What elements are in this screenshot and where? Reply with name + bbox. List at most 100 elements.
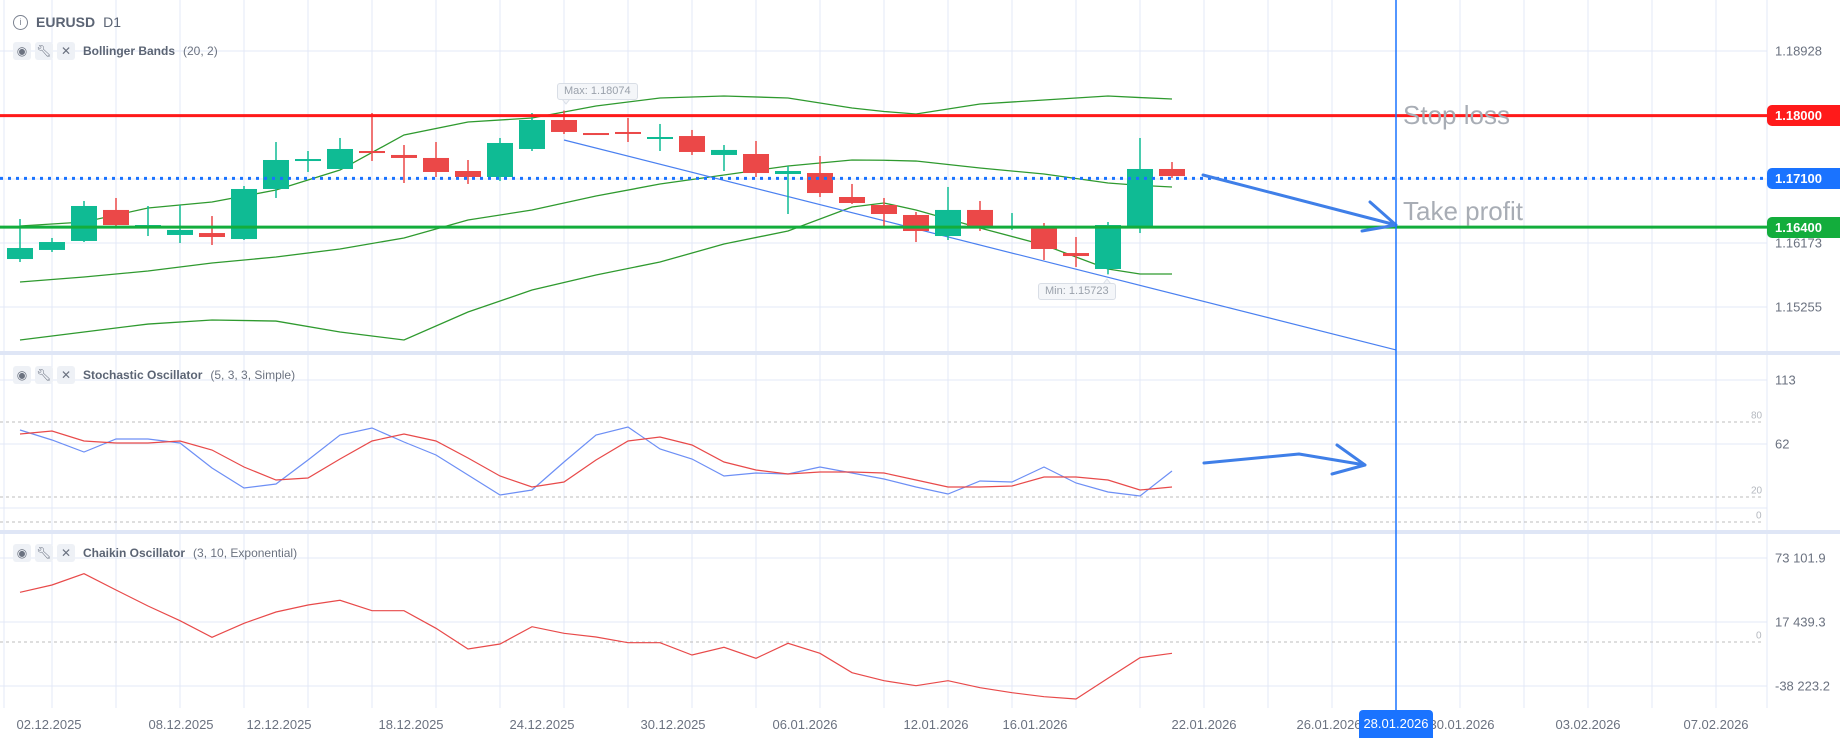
candle-body xyxy=(71,205,97,241)
candle xyxy=(487,137,513,181)
indicator-params: (5, 3, 3, Simple) xyxy=(210,368,296,382)
trend-line xyxy=(563,139,1397,351)
eye-icon[interactable]: ◉ xyxy=(13,544,31,562)
date-axis-label: 06.01.2026 xyxy=(772,717,838,732)
candle-body xyxy=(935,209,961,237)
max-label-pointer xyxy=(561,98,571,105)
close-icon[interactable]: ✕ xyxy=(57,544,75,562)
date-axis-label: 16.01.2026 xyxy=(1002,717,1068,732)
candle-body xyxy=(807,173,833,194)
candle xyxy=(359,113,385,161)
stoch-level-0: 0 xyxy=(1756,510,1762,522)
stop-loss-text[interactable]: Stop loss xyxy=(1403,100,1510,130)
indicator-params: (20, 2) xyxy=(183,44,218,58)
candle xyxy=(775,165,801,215)
stoch-k-line xyxy=(19,426,1173,497)
candle-body xyxy=(519,119,545,149)
eye-icon[interactable]: ◉ xyxy=(13,366,31,384)
stoch-level-20: 20 xyxy=(1751,485,1763,497)
date-axis-label: 30.01.2026 xyxy=(1429,717,1495,732)
candle-body xyxy=(967,209,993,226)
candle xyxy=(679,129,705,155)
close-icon[interactable]: ✕ xyxy=(57,366,75,384)
candle-body xyxy=(199,233,225,238)
indicator-params: (3, 10, Exponential) xyxy=(193,546,298,560)
date-axis-label: 26.01.2026 xyxy=(1296,717,1362,732)
date-axis-label: 08.12.2025 xyxy=(148,717,214,732)
date-axis-label: 03.02.2026 xyxy=(1555,717,1621,732)
indicator-header-bollinger: ◉ 🔧︎ ✕ Bollinger Bands (20, 2) xyxy=(13,42,218,60)
min-price-label: Min: 1.15723 xyxy=(1038,283,1116,300)
candle xyxy=(39,237,65,252)
chaikin-axis-label: 73 101.9 xyxy=(1775,550,1826,566)
price-axis-label: 1.18928 xyxy=(1775,43,1822,59)
candle xyxy=(455,159,481,184)
candle xyxy=(1063,237,1089,267)
candle xyxy=(1095,222,1121,275)
indicator-name: Bollinger Bands xyxy=(83,44,176,58)
candle-body xyxy=(295,159,321,162)
candle xyxy=(231,185,257,240)
candle xyxy=(423,142,449,177)
chaikin-line xyxy=(19,573,1173,700)
candle-body xyxy=(775,171,801,175)
entry-price-tag[interactable]: 1.17100 xyxy=(1767,168,1840,189)
candle-body xyxy=(871,205,897,215)
candle xyxy=(167,205,193,243)
symbol-header: i EURUSD D1 xyxy=(13,14,121,30)
candle xyxy=(519,113,545,152)
stoch-d-line xyxy=(19,430,1173,491)
panel-separator xyxy=(0,530,1840,534)
candle-body xyxy=(103,209,129,226)
candle xyxy=(1127,137,1153,234)
candle-body xyxy=(455,171,481,177)
cursor-date-label: 28.01.2026 xyxy=(1359,710,1433,738)
take-profit-price-tag[interactable]: 1.16400 xyxy=(1767,217,1840,238)
candle xyxy=(615,117,641,143)
wrench-icon[interactable]: 🔧︎ xyxy=(35,42,53,60)
indicator-name: Chaikin Oscillator xyxy=(83,546,186,560)
take-profit-text[interactable]: Take profit xyxy=(1403,196,1523,226)
candle xyxy=(71,200,97,243)
panel-separator xyxy=(0,351,1840,355)
eye-icon[interactable]: ◉ xyxy=(13,42,31,60)
wrench-icon[interactable]: 🔧︎ xyxy=(35,366,53,384)
candle-body xyxy=(1095,225,1121,269)
candle-body xyxy=(7,248,33,260)
candle-body xyxy=(1031,228,1057,249)
candle-body xyxy=(231,188,257,240)
candle xyxy=(647,123,673,152)
stoch-axis-label: 113 xyxy=(1775,372,1796,388)
date-axis-label: 18.12.2025 xyxy=(378,717,444,732)
candle-body xyxy=(359,151,385,154)
candle-body xyxy=(711,149,737,155)
date-axis-label: 22.01.2026 xyxy=(1171,717,1237,732)
indicator-name: Stochastic Oscillator xyxy=(83,368,203,382)
candle xyxy=(935,186,961,240)
timeframe: D1 xyxy=(103,14,122,30)
indicator-header-chaikin: ◉ 🔧︎ ✕ Chaikin Oscillator (3, 10, Expone… xyxy=(13,544,297,562)
price-axis-label: 1.16173 xyxy=(1775,235,1822,251)
candle-body xyxy=(391,154,417,158)
candle xyxy=(199,216,225,246)
candle-body xyxy=(1063,253,1089,257)
wrench-icon[interactable]: 🔧︎ xyxy=(35,544,53,562)
candle-body xyxy=(1127,168,1153,226)
candle-body xyxy=(39,242,65,250)
candle-body xyxy=(615,131,641,134)
candle xyxy=(583,133,609,136)
chaikin-level-0: 0 xyxy=(1756,630,1762,642)
date-axis-label: 02.12.2025 xyxy=(16,717,82,732)
candle-body xyxy=(839,197,865,203)
candle xyxy=(1159,162,1185,178)
candle xyxy=(103,197,129,226)
close-icon[interactable]: ✕ xyxy=(57,42,75,60)
candle xyxy=(295,151,321,172)
stop-loss-price-tag[interactable]: 1.18000 xyxy=(1767,105,1840,126)
info-icon[interactable]: i xyxy=(13,14,28,30)
candle xyxy=(327,137,353,169)
down-arrow-drawing xyxy=(1201,173,1398,233)
date-axis-label: 24.12.2025 xyxy=(509,717,575,732)
candle-body xyxy=(327,148,353,169)
